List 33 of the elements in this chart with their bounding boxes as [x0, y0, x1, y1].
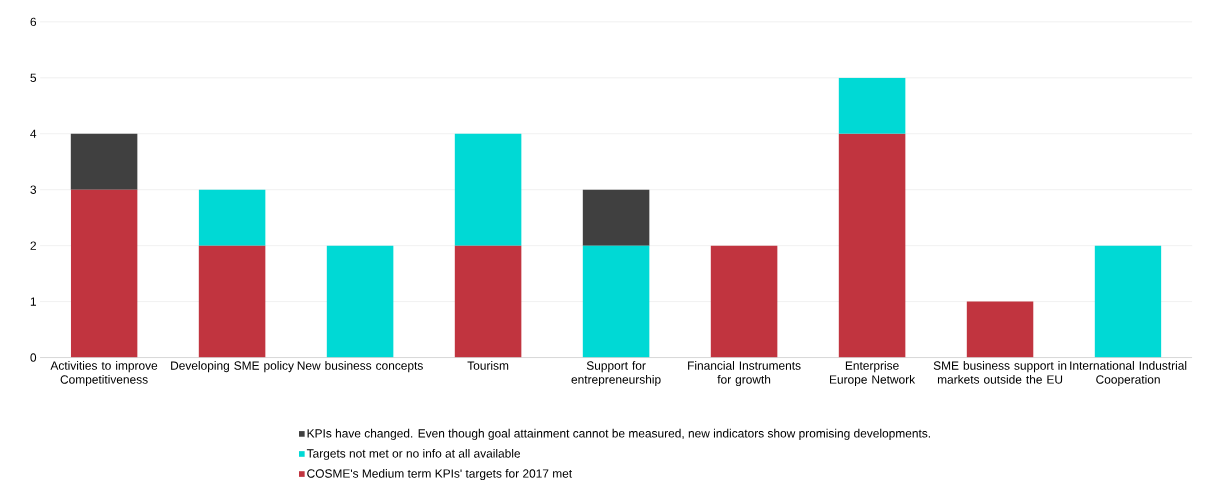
x-tick-label: International Industrial Cooperation	[1070, 361, 1187, 387]
x-tick-label: Developing SME policy	[171, 361, 294, 373]
bar	[582, 245, 650, 358]
bar	[454, 133, 522, 246]
y-tick-label: 0	[30, 353, 37, 362]
bar	[198, 189, 266, 246]
x-tick-label: Financial Instruments for growth	[688, 361, 801, 387]
bar	[838, 133, 906, 358]
y-tick-label: 1	[30, 297, 36, 306]
x-tick-label: Activities to improve Competitiveness	[50, 361, 158, 387]
bar	[838, 77, 906, 134]
bar	[1094, 245, 1162, 358]
legend-label: Targets not met or no info at all available	[306, 449, 521, 461]
y-tick-label: 5	[30, 73, 37, 83]
x-tick-label: Enterprise Europe Network	[830, 361, 916, 387]
y-tick-label: 2	[30, 241, 36, 250]
legend-label: KPIs have changed. Even though goal attainment cannot be measured, new indicators show promising developments.	[307, 429, 930, 441]
x-tick-label: SME business support in markets outside the EU	[933, 361, 1067, 384]
bar	[70, 133, 138, 190]
bar	[582, 189, 650, 246]
x-tick-label: Support for entrepreneurship	[571, 361, 661, 387]
bar	[70, 189, 138, 358]
bar	[454, 245, 522, 358]
x-tick-label: Tourism	[467, 361, 509, 370]
bar	[326, 245, 394, 358]
bar	[198, 245, 266, 358]
bar	[966, 301, 1034, 358]
bar	[710, 245, 778, 358]
x-tick-label: New business concepts	[297, 361, 423, 373]
y-tick-label: 3	[30, 185, 37, 195]
y-tick-label: 6	[30, 17, 37, 27]
y-tick-label: 4	[30, 129, 37, 138]
legend-label: COSME's Medium term KPIs' targets for 2017 met	[307, 469, 573, 481]
